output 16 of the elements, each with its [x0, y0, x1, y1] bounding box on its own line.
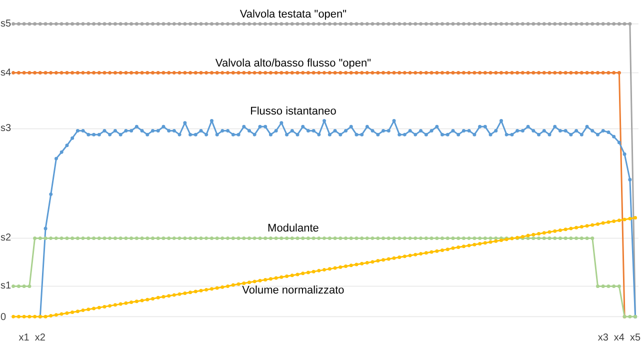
ref-line-label: s3: [0, 123, 12, 134]
ref-line-label: s2: [0, 232, 12, 244]
ref-line-label: s4: [0, 67, 12, 78]
x-tick-label: x3: [598, 332, 609, 344]
series-label: Flusso istantaneo: [250, 105, 336, 118]
series-label: Valvola alto/basso flusso "open": [215, 57, 372, 70]
ref-line-label: s5: [0, 18, 12, 30]
x-tick-label: x1: [18, 332, 30, 344]
series-label: Valvola testata "open": [240, 8, 347, 20]
x-tick-label: x2: [34, 332, 46, 344]
series-label: Volume normalizzato: [242, 284, 344, 296]
x-tick-label: x4: [614, 332, 625, 344]
x-tick-label: x5: [630, 332, 641, 344]
series-label: Modulante: [268, 222, 319, 235]
ref-line-label: s1: [0, 280, 12, 292]
ref-line-label: 0: [0, 312, 6, 324]
